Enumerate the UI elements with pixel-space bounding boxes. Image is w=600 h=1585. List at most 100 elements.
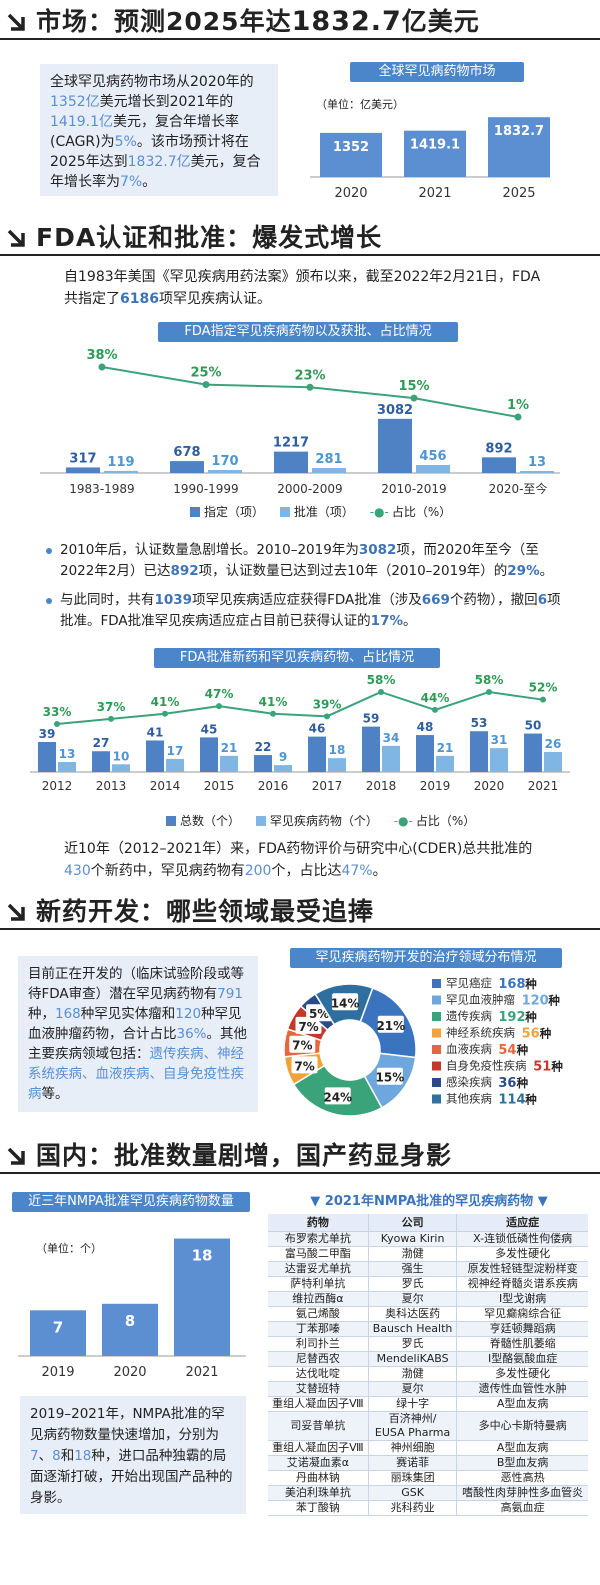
total-value-label: 45 bbox=[201, 722, 218, 736]
table-cell: 苯丁酸钠 bbox=[268, 1500, 369, 1516]
total-value-label: 48 bbox=[417, 720, 434, 734]
body-text: 等。 bbox=[41, 1086, 69, 1102]
table-cell: 恶性高热 bbox=[456, 1470, 588, 1486]
nmpa-description: 2019–2021年，NMPA批准的罕见病药物数量快速增加，分别为 7、8和18种… bbox=[30, 1404, 236, 1509]
body-text: 。 bbox=[372, 863, 387, 879]
body-text: 。其他主要疾病领域包括： bbox=[28, 1026, 248, 1062]
pie-label-bg bbox=[324, 1087, 351, 1105]
bar-approval bbox=[104, 470, 138, 473]
body-text: 种， bbox=[28, 1006, 55, 1022]
highlight-text: 7 bbox=[30, 1448, 39, 1464]
share-point bbox=[54, 721, 60, 727]
dev-description: 目前正在开发的（临床试验阶段或等待FDA审查）潜在罕见病药物有791 种，168种… bbox=[28, 964, 248, 1104]
legend-unit: 种 bbox=[516, 1043, 529, 1057]
nmpa-bar-chart: 7 2019 8 2020 18 2021 bbox=[18, 1238, 246, 1380]
rare-value-label: 10 bbox=[113, 749, 130, 763]
bar bbox=[488, 117, 550, 177]
legend-swatch bbox=[432, 1045, 441, 1054]
body-text: 个，占比达 bbox=[271, 863, 342, 879]
legend-value: 120 bbox=[522, 994, 549, 1009]
table-cell: 罗氏 bbox=[367, 1276, 457, 1292]
x-tick-label: 2020 bbox=[113, 1365, 146, 1380]
body-text: 2019–2021年，NMPA批准的罕见病药物数量快速增加，分别为 bbox=[30, 1406, 225, 1443]
body-text: 种罕见血液肿瘤药物，合计占比 bbox=[28, 1006, 242, 1042]
table-cell: 美泊利珠单抗 bbox=[268, 1485, 369, 1501]
pie-pct-label: 7% bbox=[298, 1020, 318, 1034]
body-text: 。 bbox=[142, 174, 157, 190]
legend-unit: 种 bbox=[524, 1093, 537, 1107]
body-text: 。该市场预计将在2025年达到 bbox=[50, 134, 249, 170]
legend-label: 遗传疾病 bbox=[446, 1009, 492, 1023]
highlight-text: 7% bbox=[120, 174, 143, 190]
x-tick-label: 2014 bbox=[150, 779, 181, 793]
table-cell: 重组人凝血因子Ⅷ bbox=[268, 1440, 369, 1456]
x-tick-label: 2018 bbox=[366, 779, 397, 793]
bar bbox=[320, 132, 382, 177]
table-cell: B型血友病 bbox=[456, 1455, 588, 1471]
body-text: 美元，复合年增长率为 bbox=[50, 154, 261, 190]
table-cell: I型酪氨酸血症 bbox=[456, 1351, 588, 1367]
body-text: 目前正在开发的（临床试验阶段或等待FDA审查）潜在罕见病药物有 bbox=[28, 966, 244, 1002]
bar-rare bbox=[328, 758, 346, 772]
nmpa-chart-unit: （单位：个） bbox=[36, 1242, 102, 1255]
x-tick-label: 2017 bbox=[312, 779, 343, 793]
share-line bbox=[56, 690, 544, 725]
share-point bbox=[540, 696, 546, 703]
pie-pct-label: 7% bbox=[292, 1039, 312, 1053]
bar-total bbox=[416, 735, 434, 772]
section-title: FDA认证和批准：爆发式增长 bbox=[36, 223, 383, 252]
section-title: 新药开发：哪些领域最受追捧 bbox=[36, 897, 375, 926]
market-bar-chart: 1352 2020 1419.1 2021 1832.7 2025 bbox=[310, 117, 550, 201]
bar-total bbox=[308, 736, 326, 772]
legend-value: 54 bbox=[498, 1043, 516, 1058]
table-cell: A型血友病 bbox=[456, 1440, 588, 1456]
legend-line-icon: -●- bbox=[393, 813, 413, 828]
table-cell: GSK bbox=[367, 1485, 457, 1501]
body-text: 与此同时，共有 bbox=[60, 592, 155, 608]
rare-value-label: 26 bbox=[545, 737, 562, 751]
bar-designation bbox=[378, 418, 412, 473]
bar-approval bbox=[312, 468, 346, 473]
bar-designation bbox=[482, 457, 516, 473]
share-point bbox=[162, 710, 168, 717]
legend-label: 其他疾病 bbox=[446, 1092, 492, 1106]
legend-swatch bbox=[432, 1028, 441, 1038]
arrow-down-right-icon bbox=[7, 1147, 25, 1165]
body-text: 2010年后，认证数量急剧增长。2010–2019年为 bbox=[60, 542, 359, 558]
table-cell: 罕见癫痫综合征 bbox=[456, 1306, 588, 1322]
share-value-label: 23% bbox=[294, 368, 325, 383]
legend-swatch bbox=[190, 506, 200, 517]
legend-unit: 种 bbox=[524, 977, 537, 991]
table-cell: 丁苯那嗪 bbox=[268, 1321, 369, 1337]
bar-approval bbox=[520, 471, 554, 473]
highlight-text: 200 bbox=[244, 863, 272, 879]
body-text: 和 bbox=[60, 1448, 75, 1464]
market-chart-unit: （单位：亿美元） bbox=[316, 98, 404, 111]
nmpa-2021-table: 药物 公司 适应症 布罗索尤单抗 Kyowa Kirin X-连锁低磷性佝偻病 富马酸二甲酯… bbox=[268, 1214, 588, 1516]
table-cell: 富马酸二甲酯 bbox=[268, 1246, 369, 1262]
approval-value-label: 170 bbox=[211, 454, 238, 469]
bar-value-label: 1352 bbox=[333, 140, 369, 155]
highlight-text: 18 bbox=[74, 1448, 92, 1464]
approval-value-label: 456 bbox=[419, 449, 446, 464]
nmpa-chart-title: 近三年NMPA批准罕见疾病药物数量 bbox=[12, 1192, 250, 1212]
highlight-text: 17% bbox=[370, 613, 403, 629]
fda-new-drugs-legend: 总数（个） 罕见疾病药物（个） -●- 占比（%） bbox=[166, 812, 475, 829]
legend-unit: 种 bbox=[547, 994, 560, 1008]
legend-label: 罕见癌症 bbox=[446, 976, 492, 990]
table-cell: 司妥昔单抗 bbox=[268, 1411, 369, 1441]
body-text: 。 bbox=[403, 613, 417, 629]
legend-value: 192 bbox=[498, 1010, 525, 1025]
table-cell: 亨廷顿舞蹈病 bbox=[456, 1321, 588, 1337]
body-text: 近10年（2012–2021年）来，FDA药物评价与研究中心(CDER)总共批准… bbox=[64, 841, 533, 857]
table-cell: 夏尔 bbox=[367, 1291, 457, 1307]
x-tick-label: 2019 bbox=[41, 1365, 74, 1380]
table-cell: 百济神州/EUSA Pharma bbox=[367, 1411, 457, 1441]
total-value-label: 22 bbox=[255, 740, 272, 754]
fda-new-drugs-chart: 3913201227102013411720144521201522920164… bbox=[30, 673, 570, 793]
table-cell: I型戈谢病 bbox=[456, 1291, 588, 1307]
pie-label-bg bbox=[376, 1067, 403, 1085]
table-row: 艾替班特 夏尔 遗传性血管性水肿 bbox=[268, 1381, 588, 1397]
body-text: 项罕见疾病适应症获得FDA批准（涉及 bbox=[192, 592, 422, 608]
bar-value-label: 7 bbox=[53, 1318, 63, 1336]
